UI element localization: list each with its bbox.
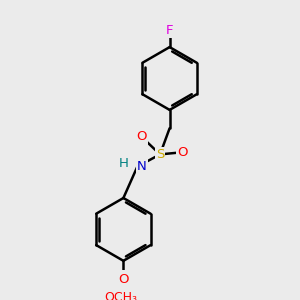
Text: H: H <box>118 158 128 170</box>
Text: O: O <box>178 146 188 159</box>
Text: S: S <box>156 148 164 161</box>
Text: O: O <box>118 273 129 286</box>
Text: OCH₃: OCH₃ <box>105 291 138 300</box>
Text: F: F <box>166 24 173 37</box>
Text: O: O <box>136 130 147 143</box>
Text: N: N <box>137 160 147 173</box>
